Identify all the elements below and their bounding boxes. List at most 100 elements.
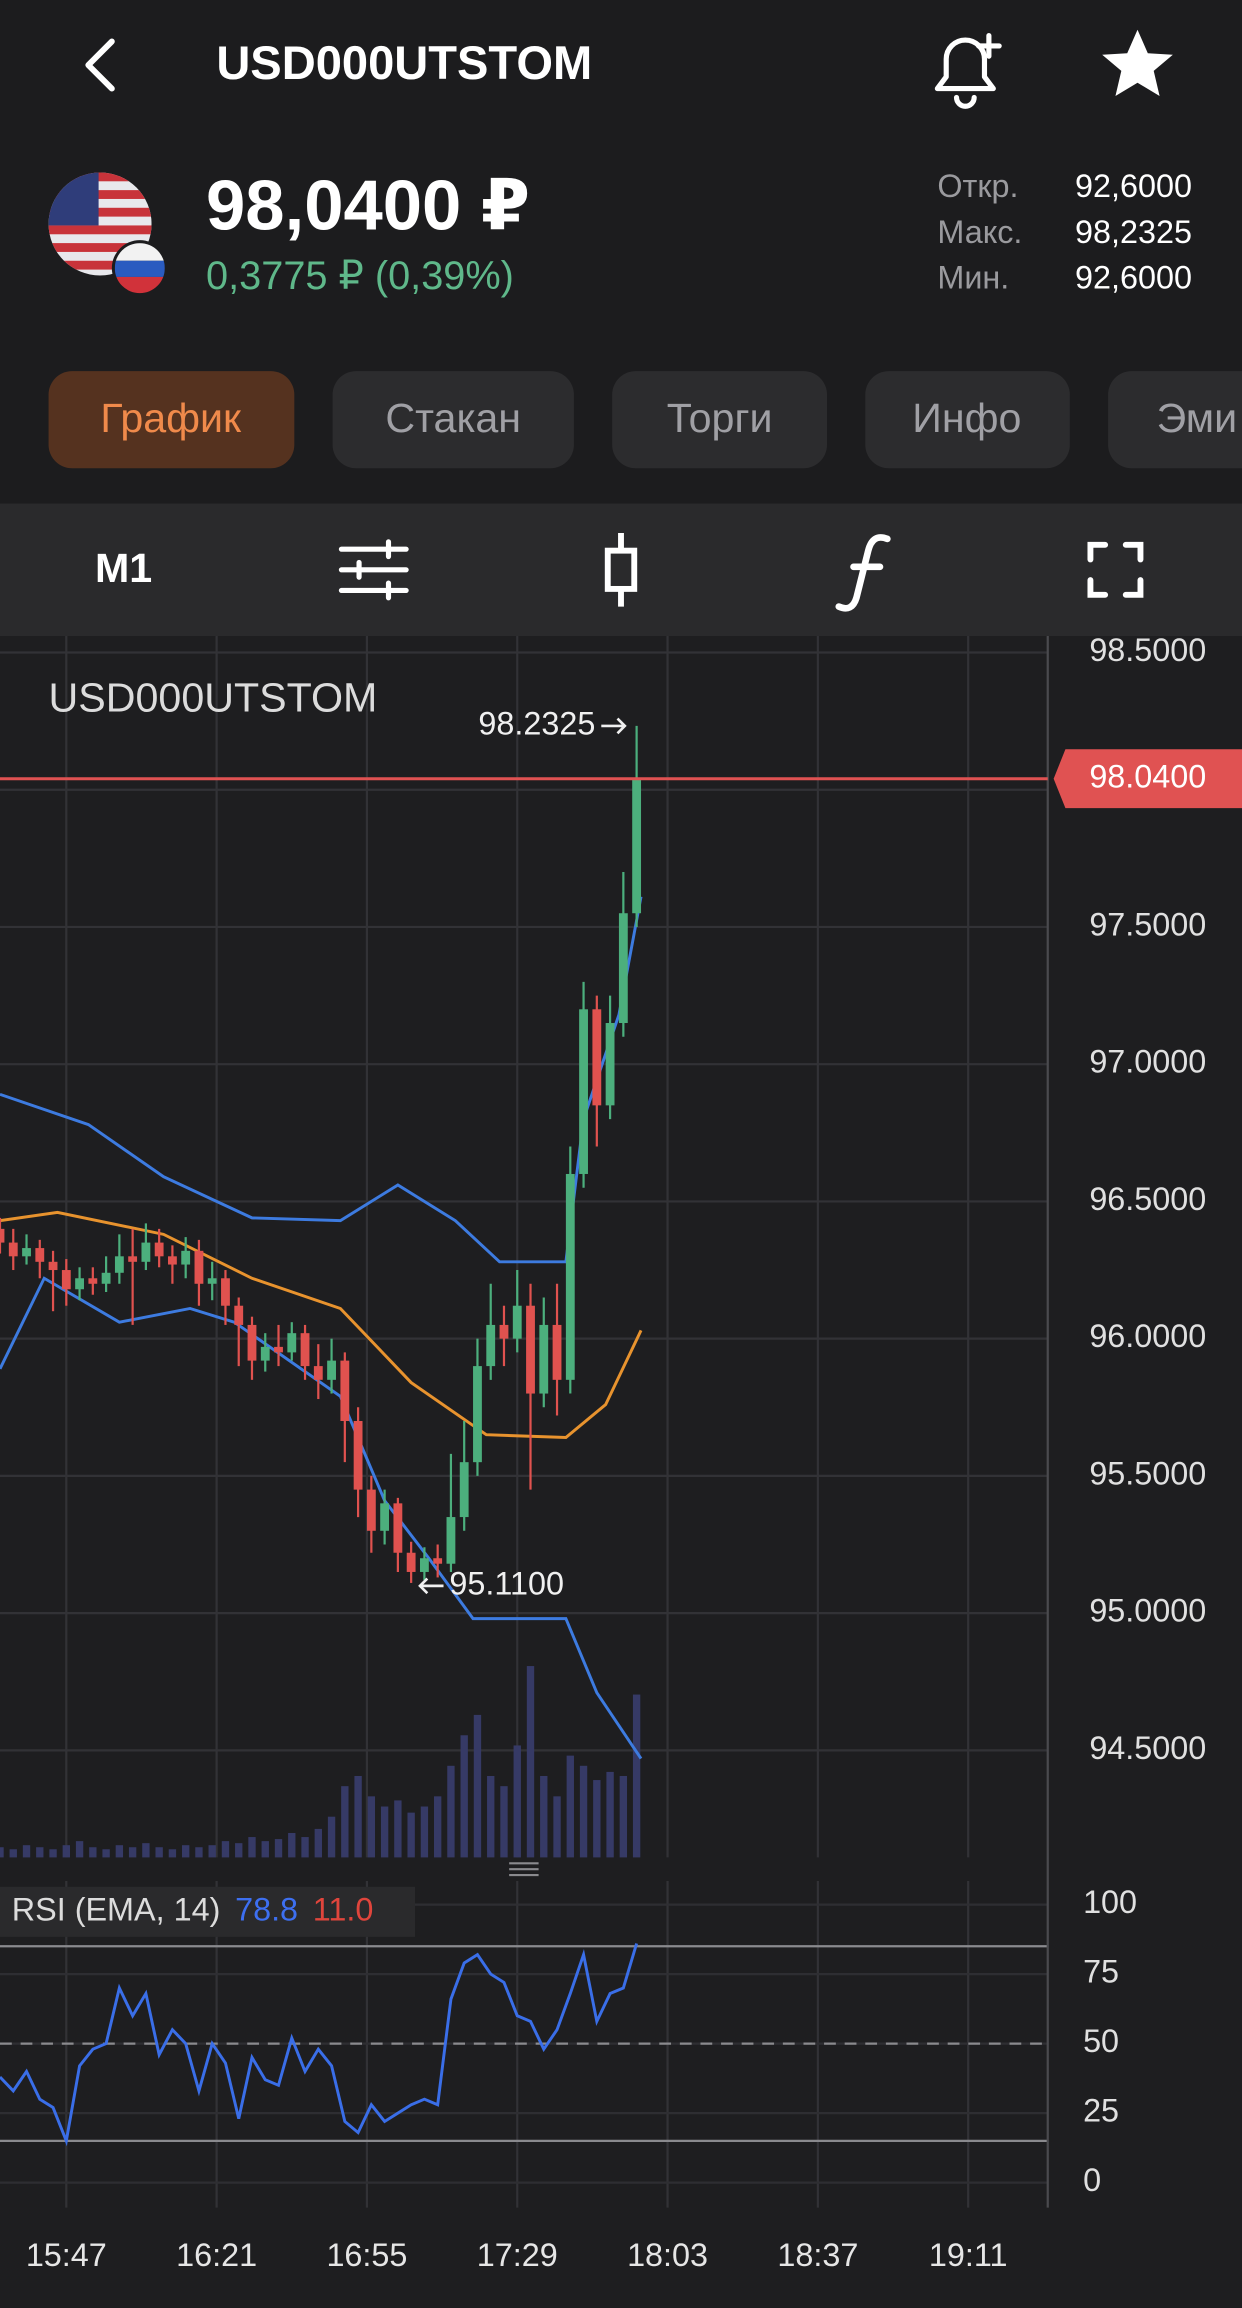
- volume-bar: [460, 1735, 468, 1858]
- volume-bar: [606, 1771, 614, 1858]
- favorite-button[interactable]: [1102, 29, 1173, 96]
- volume-bar: [75, 1841, 84, 1858]
- y-tick-label: 95.0000: [1089, 1593, 1206, 1629]
- settings-button[interactable]: [338, 539, 409, 601]
- candle-body: [141, 1242, 151, 1262]
- candle-body: [234, 1305, 244, 1325]
- stat-value: 92,6000: [1075, 259, 1192, 295]
- volume-bar: [394, 1800, 402, 1858]
- y-tick-label: 100: [1083, 1884, 1137, 1920]
- volume-bar: [553, 1796, 561, 1858]
- x-tick-label: 18:03: [627, 2237, 708, 2273]
- rsi-readout: 11.0: [313, 1891, 374, 1927]
- tab[interactable]: Инфо: [865, 371, 1070, 469]
- candle-body: [380, 1503, 390, 1531]
- candle-body: [35, 1248, 45, 1262]
- candle-body: [101, 1272, 111, 1284]
- tab-label: Эми: [1157, 395, 1237, 441]
- tab-label: График: [100, 395, 242, 441]
- back-button[interactable]: [85, 38, 115, 92]
- candle-body: [353, 1420, 363, 1490]
- volume-bar: [62, 1845, 70, 1858]
- candle-body: [632, 778, 642, 914]
- candle-body: [0, 1228, 5, 1243]
- last-price-label: 98.0400: [1089, 758, 1206, 794]
- volume-bar: [142, 1843, 150, 1858]
- annotation-arrow: [601, 717, 627, 735]
- candle-body: [618, 913, 628, 1024]
- volume-bar: [22, 1845, 31, 1858]
- volume-bar: [89, 1847, 97, 1858]
- volume-bar: [473, 1714, 482, 1858]
- candle-body: [433, 1558, 443, 1564]
- y-tick-label: 98.5000: [1089, 632, 1206, 668]
- volume-bar: [208, 1845, 216, 1858]
- rsi-line: [0, 1943, 639, 2147]
- volume-bar: [433, 1796, 442, 1858]
- fullscreen-button[interactable]: [1087, 541, 1144, 598]
- volume-bar: [168, 1849, 177, 1858]
- tab-label: Инфо: [912, 395, 1021, 441]
- candle-body: [247, 1324, 257, 1361]
- timeframe-button[interactable]: M1: [95, 545, 152, 591]
- tab-label: Стакан: [385, 395, 521, 441]
- y-tick-label: 0: [1083, 2162, 1101, 2198]
- annotation-arrow: [418, 1577, 444, 1595]
- currency-flag: [48, 172, 168, 297]
- volume-bar: [36, 1847, 44, 1858]
- rsi-legend-bg: [0, 1886, 415, 1937]
- candle-body: [287, 1333, 297, 1353]
- alert-button[interactable]: [934, 33, 1002, 109]
- candle-body: [61, 1270, 71, 1290]
- volume-bar: [221, 1841, 230, 1858]
- tab[interactable]: Стакан: [332, 371, 574, 469]
- volume-bar: [593, 1780, 601, 1858]
- candle-body: [565, 1173, 575, 1380]
- candle-body: [194, 1250, 204, 1284]
- candle-body: [499, 1324, 509, 1339]
- y-tick-label: 97.0000: [1089, 1044, 1206, 1080]
- stat-label: Мин.: [937, 259, 1009, 295]
- volume-bar: [314, 1828, 322, 1858]
- tab[interactable]: График: [48, 371, 295, 469]
- volume-bar: [248, 1837, 256, 1858]
- volume-bar: [354, 1775, 362, 1858]
- candle-body: [8, 1242, 18, 1257]
- volume-bar: [540, 1775, 548, 1858]
- tab[interactable]: Торги: [612, 371, 828, 469]
- stat-label: Макс.: [937, 214, 1022, 250]
- volume-bar: [327, 1816, 336, 1858]
- plot: 15:47 16:21 16:55 17:29 18:03 18:37 19:11 94.50…: [0, 632, 1242, 2273]
- volume-bar: [632, 1694, 641, 1858]
- chart-type-button[interactable]: [604, 533, 638, 607]
- volume-bar: [235, 1843, 243, 1858]
- candle-body: [366, 1489, 376, 1531]
- last-price: 98,0400 ₽: [206, 165, 530, 244]
- y-tick-label: 50: [1083, 2023, 1119, 2059]
- rsi-title: RSI (EMA, 14): [12, 1891, 221, 1927]
- volume-bar: [341, 1786, 349, 1858]
- indicator-line: [0, 1276, 643, 1760]
- candle-body: [552, 1324, 562, 1380]
- candle-body: [128, 1256, 138, 1262]
- last-price-tag: [1053, 749, 1242, 809]
- stat-value: 92,6000: [1075, 168, 1192, 204]
- candle-body: [22, 1248, 31, 1257]
- volume-bar: [526, 1666, 535, 1858]
- candle-body: [526, 1305, 535, 1394]
- candle-body: [300, 1333, 310, 1367]
- candle-body: [592, 1009, 602, 1106]
- x-tick-label: 18:37: [777, 2237, 858, 2273]
- indicators-button[interactable]: [835, 534, 891, 612]
- y-tick-label: 96.5000: [1089, 1181, 1206, 1217]
- price-change: 0,3775 ₽ (0,39%): [206, 254, 514, 298]
- indicator-line: [0, 1210, 643, 1439]
- candle-body: [274, 1346, 283, 1353]
- tab[interactable]: Эми: [1108, 371, 1242, 469]
- candle-body: [313, 1366, 323, 1380]
- candle-body: [168, 1256, 177, 1265]
- panel-resize-handle[interactable]: [509, 1862, 539, 1877]
- candle-body: [221, 1278, 230, 1306]
- y-tick-label: 96.0000: [1089, 1318, 1206, 1354]
- candle-body: [459, 1462, 469, 1518]
